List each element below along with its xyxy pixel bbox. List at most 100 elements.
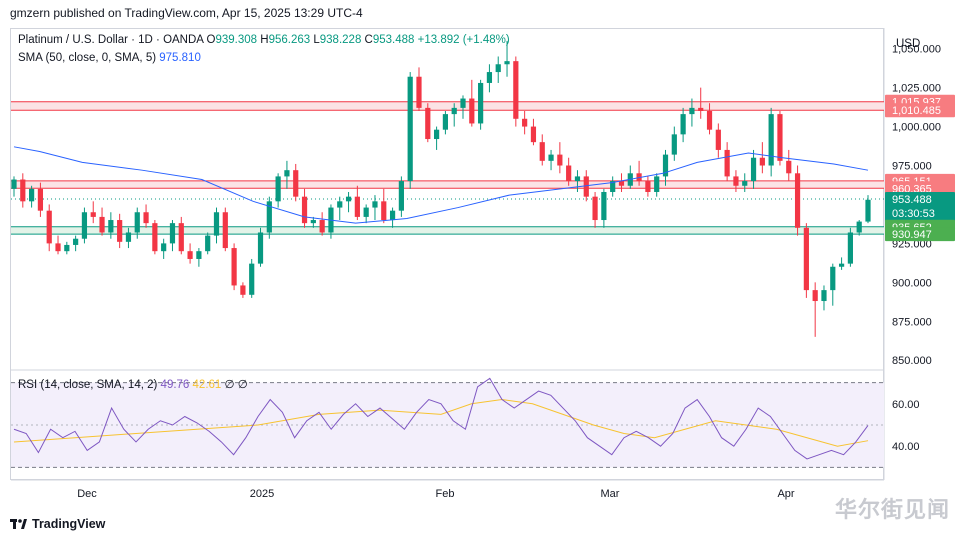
candle-body [548, 154, 554, 161]
candle-body [460, 98, 466, 108]
candle-body [706, 110, 713, 130]
candle-body [407, 76, 413, 182]
symbol-legend: Platinum / U.S. Dollar · 1D · OANDA O939… [18, 34, 510, 46]
low-label: L [313, 34, 320, 46]
zone-support-2 [11, 226, 884, 235]
candle-body [583, 176, 589, 197]
candle-body [37, 188, 44, 211]
sma-line [13, 146, 869, 224]
candle-body [73, 238, 79, 245]
rsi-tick-label: 60.00 [892, 399, 920, 411]
price-tick-label: 1,025.000 [892, 83, 941, 95]
sma-legend: SMA (50, close, 0, SMA, 5) 975.810 [18, 52, 201, 64]
candle-body [213, 212, 220, 236]
close-label: C [364, 34, 373, 46]
candle-body [345, 196, 352, 202]
high-label: H [260, 34, 269, 46]
price-tick-label: 1,050.000 [892, 44, 941, 56]
candle-body [134, 212, 140, 233]
candle-body [293, 170, 299, 197]
rsi-sma-value: 42.61 [192, 379, 222, 391]
time-tick-label: Dec [77, 488, 97, 500]
candle-body [231, 248, 237, 286]
candle-body [592, 196, 598, 221]
candle-body [821, 290, 827, 302]
candle-body [319, 220, 325, 233]
candle-body [363, 207, 369, 217]
candle-body [530, 126, 537, 143]
rsi-legend: RSI (14, close, SMA, 14, 2) 49.76 42.61 … [18, 377, 248, 391]
candle-body [856, 221, 862, 233]
candle-body [81, 212, 88, 239]
candle-body [601, 191, 607, 221]
tradingview-footer[interactable]: TradingView [10, 517, 105, 531]
candle-body [504, 61, 510, 65]
price-tick-label: 900.000 [892, 277, 932, 289]
time-tick-label: Feb [436, 488, 455, 500]
tradingview-logo-icon [10, 518, 28, 530]
candle-body [495, 64, 501, 73]
time-tick-label: Apr [777, 488, 794, 500]
candle-body [768, 114, 774, 166]
candle-body [724, 149, 730, 177]
rsi-value: 49.76 [160, 379, 190, 391]
price-label-last: 953.488 [892, 194, 932, 206]
candle-body [750, 157, 757, 182]
price-label-bg-support [885, 227, 955, 242]
candle-body [671, 134, 677, 155]
price-label-resistance: 1,010.485 [892, 105, 941, 117]
watermark-text: 华尔街见闻 [834, 497, 950, 522]
zone-resistance-1 [11, 180, 884, 189]
candle-body [99, 216, 105, 233]
open-value: 939.308 [215, 34, 258, 46]
rsi-sma-line [13, 399, 869, 447]
time-tick-label: 2025 [250, 488, 274, 500]
price-tick-label: 975.000 [892, 161, 932, 173]
candle-body [654, 176, 660, 192]
candle-body [803, 227, 809, 291]
candle-body [416, 76, 422, 108]
candle-body [354, 196, 360, 217]
high-value: 956.263 [268, 34, 311, 46]
countdown-label: 03:30:53 [892, 208, 935, 220]
rsi-tick-label: 40.00 [892, 441, 920, 453]
candle-body [398, 181, 404, 211]
candle-body [46, 210, 52, 244]
price-label-bg-resistance [885, 181, 955, 196]
candle-body [539, 142, 545, 161]
candle-body [777, 114, 783, 161]
sma-value: 975.810 [159, 52, 201, 64]
candle-body [662, 154, 669, 177]
candle-body [838, 263, 845, 267]
candle-body [169, 223, 176, 244]
candle-body [812, 290, 818, 302]
candle-body [152, 223, 158, 252]
candle-body [847, 232, 853, 264]
candle-body [389, 210, 396, 221]
currency-label[interactable]: USD [896, 38, 921, 50]
candle-body [566, 165, 572, 182]
candle-body [759, 157, 765, 166]
candle-body [557, 154, 563, 166]
candle-body [64, 244, 70, 252]
candle-body [442, 114, 449, 130]
candle-body [187, 251, 193, 259]
sma-label: SMA (50, close, 0, SMA, 5) [18, 52, 157, 64]
candle-body [425, 107, 431, 140]
close-value: 953.488 [372, 34, 415, 46]
candle-body [645, 181, 651, 192]
candle-body [733, 176, 739, 186]
price-tick-label: 850.000 [892, 355, 932, 367]
price-tick-label: 925.000 [892, 238, 932, 250]
candle-body [786, 160, 792, 174]
rsi-extra-values: ∅ ∅ [224, 379, 248, 391]
candle-body [715, 129, 721, 150]
tradingview-brand: TradingView [32, 517, 106, 531]
open-label: O [206, 34, 216, 46]
candle-body [257, 232, 264, 264]
candle-body [486, 72, 493, 83]
candle-body [865, 199, 871, 222]
rsi-label: RSI (14, close, SMA, 14, 2) [18, 379, 158, 391]
price-tick-label: 1,000.000 [892, 122, 941, 134]
